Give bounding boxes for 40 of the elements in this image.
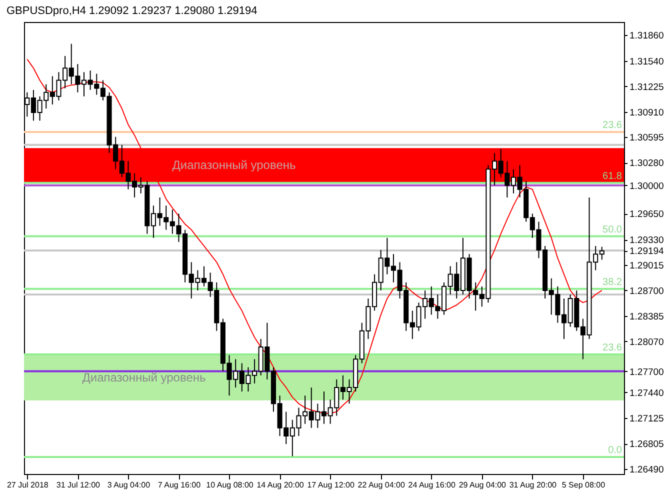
chart-title: GBPUSDpro,H4 1.29092 1.29237 1.29080 1.29194 xyxy=(6,5,258,17)
y-tick-label: 1.26490 xyxy=(630,464,664,476)
x-tick-label: 29 Aug 04:00 xyxy=(458,480,507,490)
y-tick-label: 1.30910 xyxy=(630,107,664,118)
annotation: 0.0 xyxy=(608,445,622,456)
x-tick-label: 5 Sep 08:00 xyxy=(562,480,606,490)
annotation: 50.0 xyxy=(602,224,622,236)
annotation: 38.2 xyxy=(602,276,622,288)
y-tick-label: 1.31860 xyxy=(630,30,664,42)
x-tick-label: 22 Aug 04:00 xyxy=(358,480,406,490)
x-tick-label: 14 Aug 20:00 xyxy=(256,480,304,490)
x-tick-label: 27 Jul 2018 xyxy=(6,480,49,490)
y-tick-label: 1.31540 xyxy=(630,56,664,68)
y-tick-label: 1.27700 xyxy=(630,366,664,378)
y-tick-label: 1.29015 xyxy=(630,260,664,272)
x-tick-label: 7 Aug 16:00 xyxy=(158,480,202,490)
x-tick-label: 31 Jul 12:00 xyxy=(56,480,101,490)
x-tick-label: 10 Aug 08:00 xyxy=(206,480,254,490)
y-tick-label: 1.28385 xyxy=(630,311,664,322)
y-tick-label: 1.29194 xyxy=(630,246,664,258)
band-label: Диапазонный уровень xyxy=(82,370,206,384)
y-tick-label: 1.28070 xyxy=(630,336,664,348)
annotation: 23.6 xyxy=(602,342,622,354)
x-tick-label: 31 Aug 20:00 xyxy=(509,480,558,490)
y-tick-label: 1.26805 xyxy=(630,439,664,450)
annotation: 61.8 xyxy=(602,170,622,182)
y-tick-label: 1.30595 xyxy=(630,132,664,144)
x-tick-label: 24 Aug 16:00 xyxy=(408,480,456,490)
y-tick-label: 1.27440 xyxy=(630,388,664,399)
y-tick-label: 1.29330 xyxy=(630,235,664,246)
x-tick-label: 3 Aug 04:00 xyxy=(107,480,151,490)
y-tick-label: 1.31225 xyxy=(630,82,664,93)
band-label: Диапазонный уровень xyxy=(172,158,296,172)
y-tick-label: 1.30280 xyxy=(630,158,664,170)
y-tick-label: 1.27125 xyxy=(630,413,664,424)
x-tick-label: 17 Aug 12:00 xyxy=(307,480,355,490)
y-tick-label: 1.30000 xyxy=(630,180,664,192)
annotation: 23.6 xyxy=(602,120,622,131)
y-tick-label: 1.29650 xyxy=(630,209,664,220)
y-tick-label: 1.28700 xyxy=(630,286,664,297)
